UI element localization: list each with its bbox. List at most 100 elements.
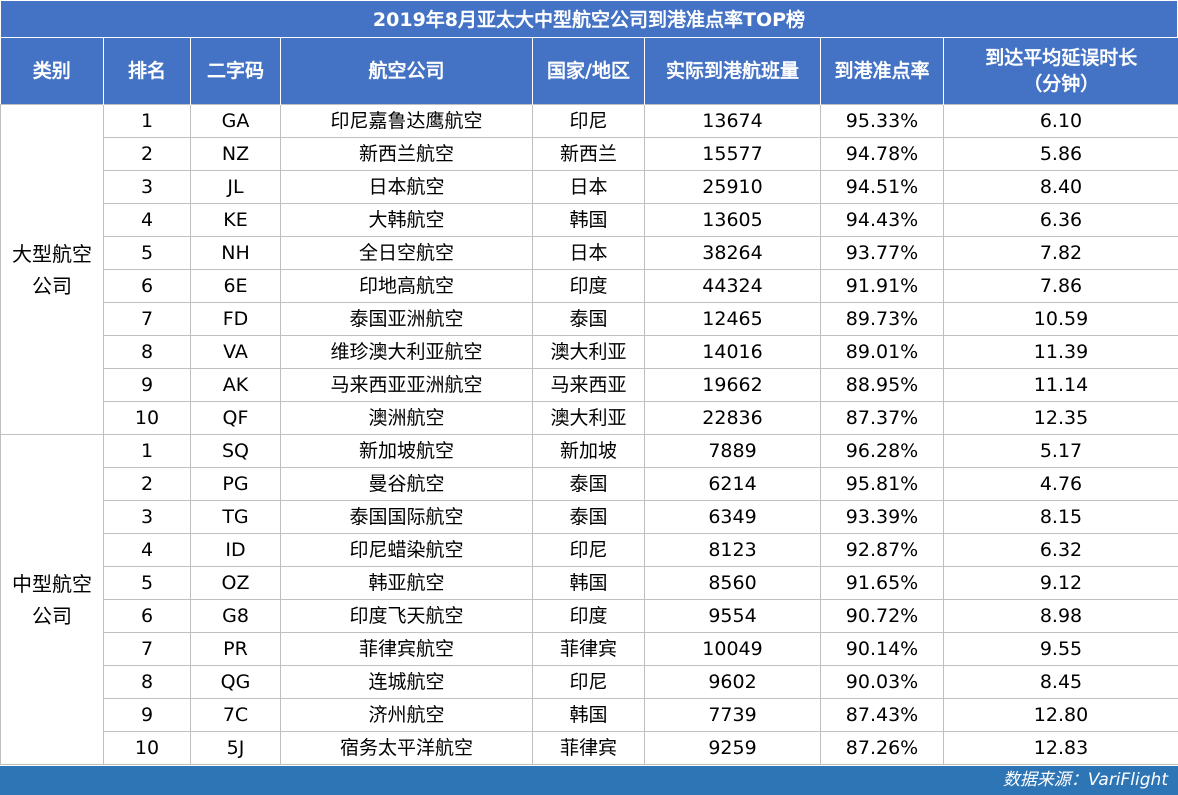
category-label-line2: 公司 [32,603,72,628]
delay-cell: 12.80 [943,698,1178,732]
otp-cell: 95.81% [820,467,944,501]
otp-cell: 90.14% [820,632,944,666]
header-flights: 实际到港航班量 [644,38,821,105]
header-delay-line2: （分钟） [1023,73,1100,95]
data-source-footer: 数据来源：VariFlight [0,766,1178,795]
otp-cell: 90.72% [820,599,944,633]
table-row: 3 TG 泰国国际航空 泰国 6349 93.39% 8.15 [1,500,1178,534]
table-row: 5 NH 全日空航空 日本 38264 93.77% 7.82 [1,236,1178,270]
table-row: 10 5J 宿务太平洋航空 菲律宾 9259 87.26% 12.83 [1,731,1178,765]
header-row: 类别 排名 二字码 航空公司 国家/地区 实际到港航班量 到港准点率 到达平均延… [0,38,1178,105]
delay-cell: 8.15 [943,500,1178,534]
country-cell: 澳大利亚 [532,401,645,435]
country-cell: 韩国 [532,698,645,732]
country-cell: 印尼 [532,533,645,567]
airline-cell: 印地高航空 [280,269,533,303]
country-cell: 韩国 [532,203,645,237]
country-cell: 泰国 [532,467,645,501]
code-cell: QF [190,401,281,435]
code-cell: ID [190,533,281,567]
flights-cell: 25910 [644,170,821,204]
rank-cell: 8 [103,665,191,699]
otp-cell: 87.37% [820,401,944,435]
rank-cell: 3 [103,500,191,534]
table-row: 中型航空 公司 1 SQ 新加坡航空 新加坡 7889 96.28% 5.17 [0,434,1178,765]
airline-cell: 大韩航空 [280,203,533,237]
table-row: 5 OZ 韩亚航空 韩国 8560 91.65% 9.12 [1,566,1178,600]
flights-cell: 9554 [644,599,821,633]
table-body: 大型航空 公司 1 GA 印尼嘉鲁达鹰航空 印尼 13674 95.33% 6.10 2 NZ 新西兰… [0,104,1178,765]
rank-cell: 7 [103,632,191,666]
country-cell: 印度 [532,599,645,633]
airline-cell: 韩亚航空 [280,566,533,600]
category-label-line1: 中型航空 [12,571,92,596]
header-airline: 航空公司 [280,38,533,105]
otp-cell: 93.39% [820,500,944,534]
flights-cell: 6349 [644,500,821,534]
airline-cell: 日本航空 [280,170,533,204]
table-row: 7 FD 泰国亚洲航空 泰国 12465 89.73% 10.59 [1,302,1178,336]
rank-cell: 4 [103,203,191,237]
airline-cell: 宿务太平洋航空 [280,731,533,765]
flights-cell: 9259 [644,731,821,765]
table-row: 大型航空 公司 1 GA 印尼嘉鲁达鹰航空 印尼 13674 95.33% 6.10 [0,104,1178,435]
otp-cell: 94.51% [820,170,944,204]
flights-cell: 8560 [644,566,821,600]
table-row: 8 VA 维珍澳大利亚航空 澳大利亚 14016 89.01% 11.39 [1,335,1178,369]
code-cell: PR [190,632,281,666]
airline-cell: 菲律宾航空 [280,632,533,666]
header-country: 国家/地区 [532,38,645,105]
airline-cell: 全日空航空 [280,236,533,270]
rank-cell: 2 [103,137,191,171]
delay-cell: 7.86 [943,269,1178,303]
country-cell: 新加坡 [532,434,645,468]
country-cell: 韩国 [532,566,645,600]
delay-cell: 6.10 [943,104,1178,138]
otp-cell: 92.87% [820,533,944,567]
otp-cell: 91.91% [820,269,944,303]
delay-cell: 10.59 [943,302,1178,336]
table-row: 6 6E 印地高航空 印度 44324 91.91% 7.86 [1,269,1178,303]
code-cell: AK [190,368,281,402]
table-row: 4 ID 印尼蜡染航空 印尼 8123 92.87% 6.32 [1,533,1178,567]
otp-cell: 94.43% [820,203,944,237]
flights-cell: 8123 [644,533,821,567]
delay-cell: 6.32 [943,533,1178,567]
otp-cell: 94.78% [820,137,944,171]
rank-cell: 9 [103,698,191,732]
country-cell: 印尼 [532,104,645,138]
delay-cell: 12.83 [943,731,1178,765]
delay-cell: 5.17 [943,434,1178,468]
table-row: 2 NZ 新西兰航空 新西兰 15577 94.78% 5.86 [1,137,1178,171]
otp-cell: 88.95% [820,368,944,402]
code-cell: SQ [190,434,281,468]
airline-cell: 曼谷航空 [280,467,533,501]
airline-cell: 印度飞天航空 [280,599,533,633]
rank-cell: 7 [103,302,191,336]
airline-cell: 新西兰航空 [280,137,533,171]
delay-cell: 4.76 [943,467,1178,501]
table-row: 10 QF 澳洲航空 澳大利亚 22836 87.37% 12.35 [1,401,1178,435]
category-label-line1: 大型航空 [12,241,92,266]
otp-cell: 93.77% [820,236,944,270]
flights-cell: 10049 [644,632,821,666]
flights-cell: 7889 [644,434,821,468]
flights-cell: 44324 [644,269,821,303]
table-row: 9 7C 济州航空 韩国 7739 87.43% 12.80 [1,698,1178,732]
airline-cell: 泰国国际航空 [280,500,533,534]
country-cell: 菲律宾 [532,632,645,666]
country-cell: 日本 [532,236,645,270]
delay-cell: 12.35 [943,401,1178,435]
code-cell: NH [190,236,281,270]
ranking-table: 类别 排名 二字码 航空公司 国家/地区 实际到港航班量 到港准点率 到达平均延… [0,38,1178,765]
header-code: 二字码 [190,38,281,105]
rank-cell: 4 [103,533,191,567]
code-cell: VA [190,335,281,369]
delay-cell: 11.14 [943,368,1178,402]
country-cell: 印尼 [532,665,645,699]
flights-cell: 15577 [644,137,821,171]
flights-cell: 9602 [644,665,821,699]
country-cell: 印度 [532,269,645,303]
code-cell: GA [190,104,281,138]
table-row: 9 AK 马来西亚亚洲航空 马来西亚 19662 88.95% 11.14 [1,368,1178,402]
